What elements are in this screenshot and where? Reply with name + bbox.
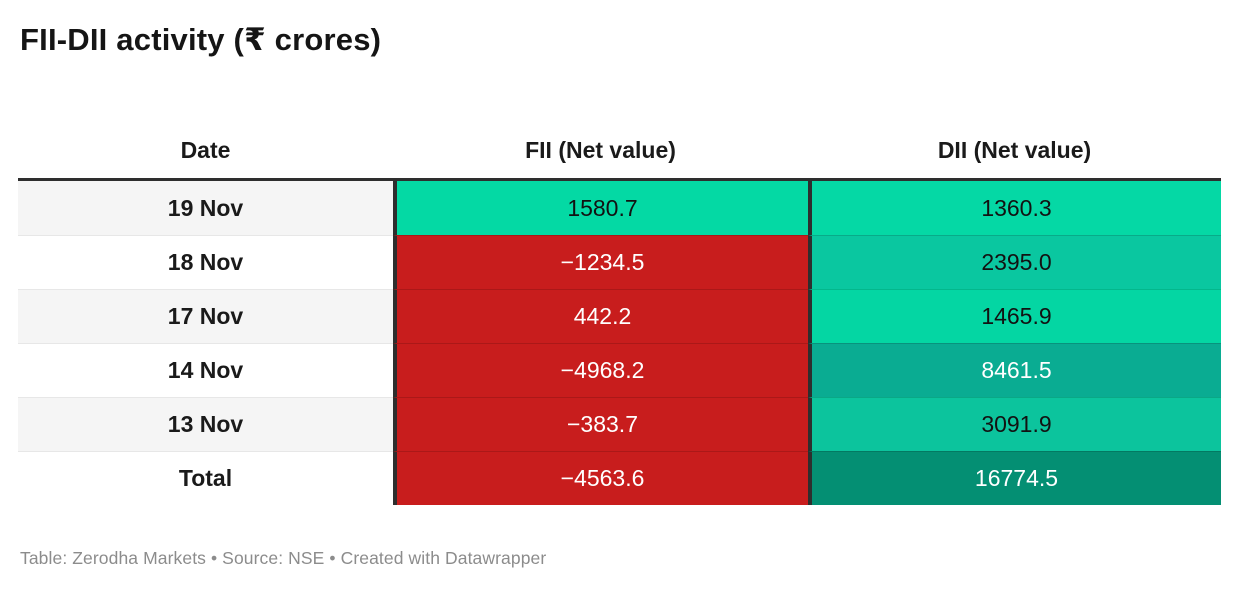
date-cell: 17 Nov: [18, 289, 393, 343]
fii-value-cell: −1234.5: [393, 235, 808, 289]
dii-value-cell: 2395.0: [808, 235, 1221, 289]
dii-value-cell: 1360.3: [808, 181, 1221, 235]
table-header-row: Date FII (Net value) DII (Net value): [18, 122, 1221, 181]
dii-value-cell: 8461.5: [808, 343, 1221, 397]
dii-value-cell: 3091.9: [808, 397, 1221, 451]
page-title: FII-DII activity (₹ crores): [20, 22, 382, 57]
fii-value-cell: 1580.7: [393, 181, 808, 235]
fii-value-cell: −383.7: [393, 397, 808, 451]
table-row: 17 Nov 442.2 1465.9: [18, 289, 1221, 343]
table-row: 19 Nov 1580.7 1360.3: [18, 181, 1221, 235]
fii-value-cell: −4563.6: [393, 451, 808, 505]
fii-value-cell: −4968.2: [393, 343, 808, 397]
column-header-dii: DII (Net value): [937, 136, 1092, 163]
table-row-total: Total −4563.6 16774.5: [18, 451, 1221, 505]
date-cell: 19 Nov: [18, 181, 393, 235]
dii-value-cell: 1465.9: [808, 289, 1221, 343]
fii-dii-table: Date FII (Net value) DII (Net value) 19 …: [18, 122, 1221, 505]
date-cell: Total: [18, 451, 393, 505]
table-row: 13 Nov −383.7 3091.9: [18, 397, 1221, 451]
column-header-fii: FII (Net value): [525, 136, 676, 163]
date-cell: 18 Nov: [18, 235, 393, 289]
attribution-footer: Table: Zerodha Markets • Source: NSE • C…: [20, 548, 547, 568]
date-cell: 13 Nov: [18, 397, 393, 451]
date-cell: 14 Nov: [18, 343, 393, 397]
fii-value-cell: 442.2: [393, 289, 808, 343]
dii-value-cell: 16774.5: [808, 451, 1221, 505]
column-header-date: Date: [180, 136, 231, 163]
table-row: 18 Nov −1234.5 2395.0: [18, 235, 1221, 289]
table-row: 14 Nov −4968.2 8461.5: [18, 343, 1221, 397]
